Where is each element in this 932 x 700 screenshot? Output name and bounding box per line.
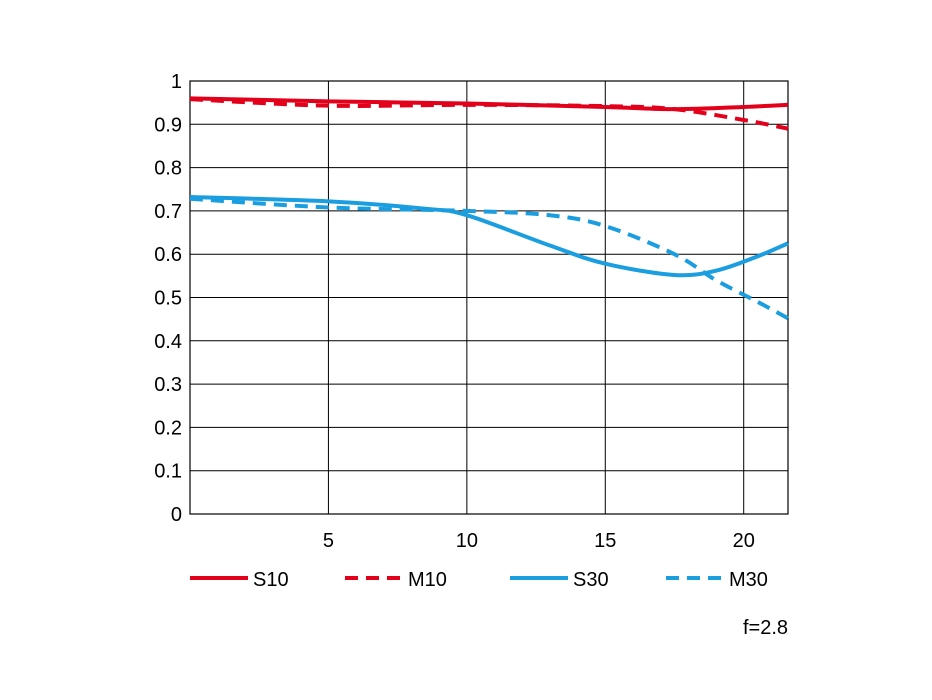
x-tick-label: 15 — [594, 530, 616, 552]
y-tick-label: 0.5 — [154, 288, 182, 310]
plot-frame — [189, 80, 789, 515]
y-tick-label: 0.9 — [154, 114, 182, 136]
series-layer — [189, 96, 789, 321]
y-tick-label: 0.6 — [154, 244, 182, 266]
y-tick-label: 1 — [171, 71, 182, 93]
axis-layer: 00.10.20.30.40.50.60.70.80.915 10 15 20 — [154, 71, 755, 552]
y-tick-label: 0.7 — [154, 201, 182, 223]
grid-layer — [189, 80, 789, 515]
y-tick-label: 0.1 — [154, 461, 182, 483]
y-tick-label: 0.3 — [154, 374, 182, 396]
legend-label-m10: M10 — [408, 569, 447, 591]
y-tick-label: 0.2 — [154, 417, 182, 439]
y-tick-label: 0 — [171, 504, 182, 526]
legend-label-s30: S30 — [573, 569, 609, 591]
legend: S10 M10 S30 M30 — [190, 569, 768, 591]
legend-label-s10: S10 — [253, 569, 289, 591]
series-line-m30 — [189, 196, 789, 321]
x-tick-label: 20 — [733, 530, 755, 552]
y-tick-label: 0.4 — [154, 331, 182, 353]
series-line-s30 — [189, 195, 789, 278]
series-line-m10 — [189, 97, 789, 131]
x-tick-label: 5 — [323, 530, 334, 552]
legend-label-m30: M30 — [729, 569, 768, 591]
x-tick-label: 10 — [456, 530, 478, 552]
aperture-annotation: f=2.8 — [743, 617, 788, 639]
y-tick-label: 0.8 — [154, 158, 182, 180]
series-line-s10 — [189, 96, 789, 112]
